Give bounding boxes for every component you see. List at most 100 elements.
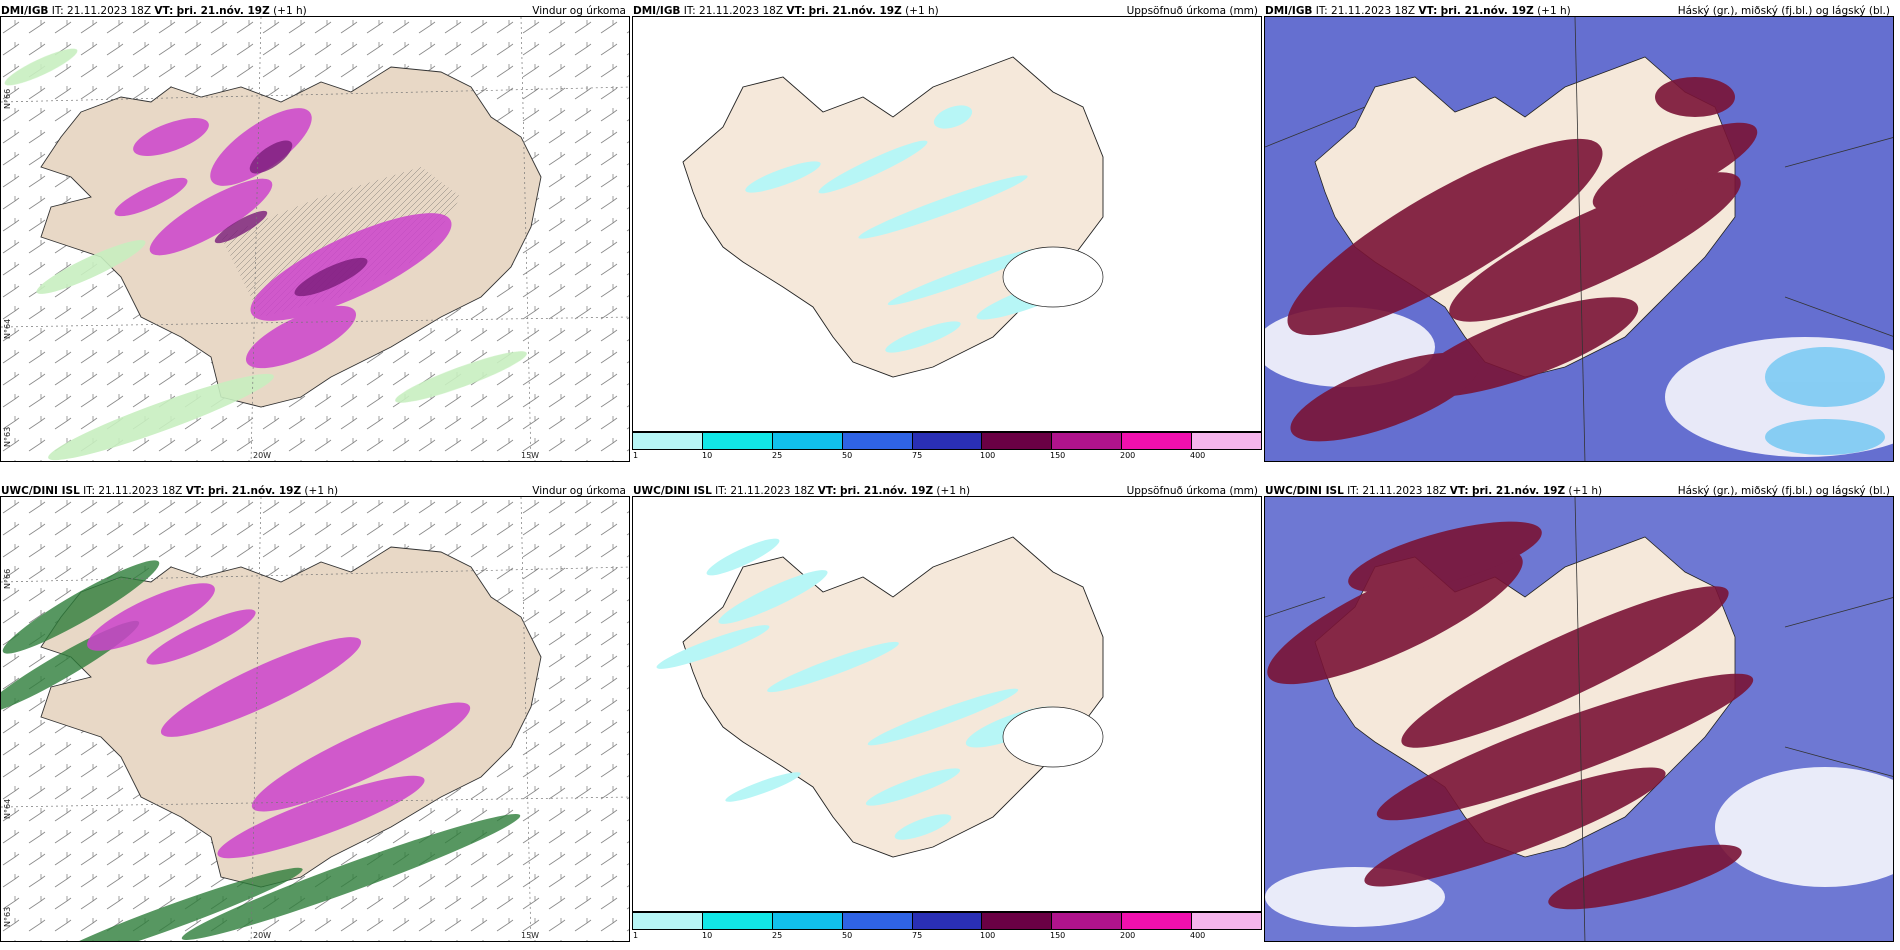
wind-precip-map [1, 497, 629, 941]
valid-time: þri. 21.nóv. 19Z [207, 485, 302, 497]
panel-info: UWC/DINI ISL IT: 21.11.2023 18Z VT: þri.… [633, 485, 970, 497]
colorbar-swatch [702, 433, 773, 449]
colorbar-swatch [842, 913, 913, 929]
panel-uwc-accum-precip: UWC/DINI ISL IT: 21.11.2023 18Z VT: þri.… [632, 480, 1262, 940]
panel-header: DMI/IGB IT: 21.11.2023 18Z VT: þri. 21.n… [632, 0, 1262, 20]
map-frame [1264, 496, 1894, 942]
light-precip [4, 48, 527, 461]
colorbar-tick: 75 [912, 451, 923, 460]
panel-title: Uppsöfnuð úrkoma (mm) [1126, 5, 1258, 17]
valid-time: þri. 21.nóv. 19Z [808, 5, 902, 17]
colorbar-tick: 1 [633, 451, 639, 460]
lat-label-66n: N°66 [3, 88, 12, 109]
valid-label: VT: [817, 485, 837, 497]
init-time: IT: 21.11.2023 18Z [1347, 485, 1447, 497]
colorbar-tick: 50 [842, 451, 853, 460]
lat-label-66n: N°66 [3, 568, 12, 589]
cloud-map [1265, 497, 1893, 941]
panel-header: DMI/IGB IT: 21.11.2023 18Z VT: þri. 21.n… [0, 0, 630, 20]
init-time: IT: 21.11.2023 18Z [83, 485, 183, 497]
colorbar-swatch [912, 913, 983, 929]
panel-uwc-wind-precip: UWC/DINI ISL IT: 21.11.2023 18Z VT: þri.… [0, 480, 630, 942]
lon-label-15w: 15W [521, 931, 540, 940]
model-name: DMI/IGB [1265, 5, 1313, 17]
panel-header: UWC/DINI ISL IT: 21.11.2023 18Z VT: þri.… [1264, 480, 1894, 500]
iceland-land [682, 56, 1104, 378]
colorbar-ticks: 1 10 25 50 75 100 150 200 400 [632, 451, 1262, 461]
lon-label-20w: 20W [253, 931, 272, 940]
map-frame: 20W 15W N°66 N°64 N°63 [0, 496, 630, 942]
colorbar-tick: 200 [1120, 451, 1136, 460]
precip-colorbar: 1 10 25 50 75 100 150 200 400 [632, 432, 1262, 460]
precip-colorbar: 1 10 25 50 75 100 150 200 400 [632, 912, 1262, 940]
panel-uwc-clouds: UWC/DINI ISL IT: 21.11.2023 18Z VT: þri.… [1264, 480, 1894, 942]
precip-overlay [87, 583, 471, 859]
valid-label: VT: [185, 485, 205, 497]
colorbar-swatch [912, 433, 983, 449]
panel-dmi-accum-precip: DMI/IGB IT: 21.11.2023 18Z VT: þri. 21.n… [632, 0, 1262, 460]
colorbar-tick: 400 [1190, 451, 1206, 460]
valid-time: þri. 21.nóv. 19Z [1471, 485, 1566, 497]
colorbar-swatch [982, 913, 1053, 929]
colorbar-swatch [1052, 433, 1123, 449]
valid-label: VT: [1418, 5, 1438, 17]
colorbar-swatches [632, 432, 1262, 450]
panel-title: Háský (gr.), miðský (fj.bl.) og lágský (… [1677, 485, 1890, 497]
panel-header: UWC/DINI ISL IT: 21.11.2023 18Z VT: þri.… [0, 480, 630, 500]
lat-label-64n: N°64 [3, 798, 12, 819]
lat-label-63n: N°63 [3, 906, 12, 927]
colorbar-swatch [772, 433, 843, 449]
colorbar-swatch [1192, 433, 1262, 449]
cloud-overlay [1287, 77, 1758, 442]
panel-info: UWC/DINI ISL IT: 21.11.2023 18Z VT: þri.… [1, 485, 338, 497]
panel-title: Vindur og úrkoma [532, 485, 626, 497]
map-frame [632, 496, 1262, 912]
init-time: IT: 21.11.2023 18Z [1315, 5, 1416, 17]
lead-time: (+1 h) [273, 5, 307, 17]
map-frame [632, 16, 1262, 432]
lead-time: (+1 h) [936, 485, 971, 497]
panel-header: DMI/IGB IT: 21.11.2023 18Z VT: þri. 21.n… [1264, 0, 1894, 20]
init-time: IT: 21.11.2023 18Z [683, 5, 784, 17]
light-precip [1, 560, 521, 941]
valid-label: VT: [154, 5, 174, 17]
map-frame: 20W 15W N°66 N°64 N°63 [0, 16, 630, 462]
colorbar-tick: 1 [633, 931, 639, 940]
lat-label-64n: N°64 [3, 318, 12, 339]
panel-info: DMI/IGB IT: 21.11.2023 18Z VT: þri. 21.n… [1265, 5, 1571, 17]
accum-precip-map [682, 56, 1104, 378]
lon-label-20w: 20W [253, 451, 272, 460]
valid-label: VT: [786, 5, 806, 17]
colorbar-tick: 400 [1190, 931, 1206, 940]
colorbar-tick: 100 [980, 931, 996, 940]
lead-time: (+1 h) [1568, 485, 1603, 497]
model-name: DMI/IGB [633, 5, 681, 17]
precip-overlay [656, 538, 1061, 840]
model-name: DMI/IGB [1, 5, 49, 17]
panel-header: UWC/DINI ISL IT: 21.11.2023 18Z VT: þri.… [632, 480, 1262, 500]
colorbar-swatch [633, 913, 703, 929]
colorbar-swatch [982, 433, 1053, 449]
colorbar-tick: 100 [980, 451, 996, 460]
cloud-map [1265, 17, 1893, 461]
accum-precip-map [656, 536, 1104, 858]
lead-time: (+1 h) [1537, 5, 1571, 17]
colorbar-swatch [702, 913, 773, 929]
panel-title: Uppsöfnuð úrkoma (mm) [1126, 485, 1258, 497]
panel-dmi-clouds: DMI/IGB IT: 21.11.2023 18Z VT: þri. 21.n… [1264, 0, 1894, 462]
colorbar-swatch [772, 913, 843, 929]
map-frame [1264, 16, 1894, 462]
colorbar-tick: 25 [772, 931, 783, 940]
valid-time: þri. 21.nóv. 19Z [839, 485, 934, 497]
iceland-land [682, 536, 1104, 858]
model-name: UWC/DINI ISL [1265, 485, 1344, 497]
panel-info: UWC/DINI ISL IT: 21.11.2023 18Z VT: þri.… [1265, 485, 1602, 497]
lat-label-63n: N°63 [3, 426, 12, 447]
panel-info: DMI/IGB IT: 21.11.2023 18Z VT: þri. 21.n… [633, 5, 939, 17]
wind-precip-map [1, 17, 629, 461]
colorbar-tick: 150 [1050, 451, 1066, 460]
colorbar-swatch [1122, 913, 1193, 929]
colorbar-tick: 200 [1120, 931, 1136, 940]
colorbar-ticks: 1 10 25 50 75 100 150 200 400 [632, 931, 1262, 941]
lead-time: (+1 h) [905, 5, 939, 17]
